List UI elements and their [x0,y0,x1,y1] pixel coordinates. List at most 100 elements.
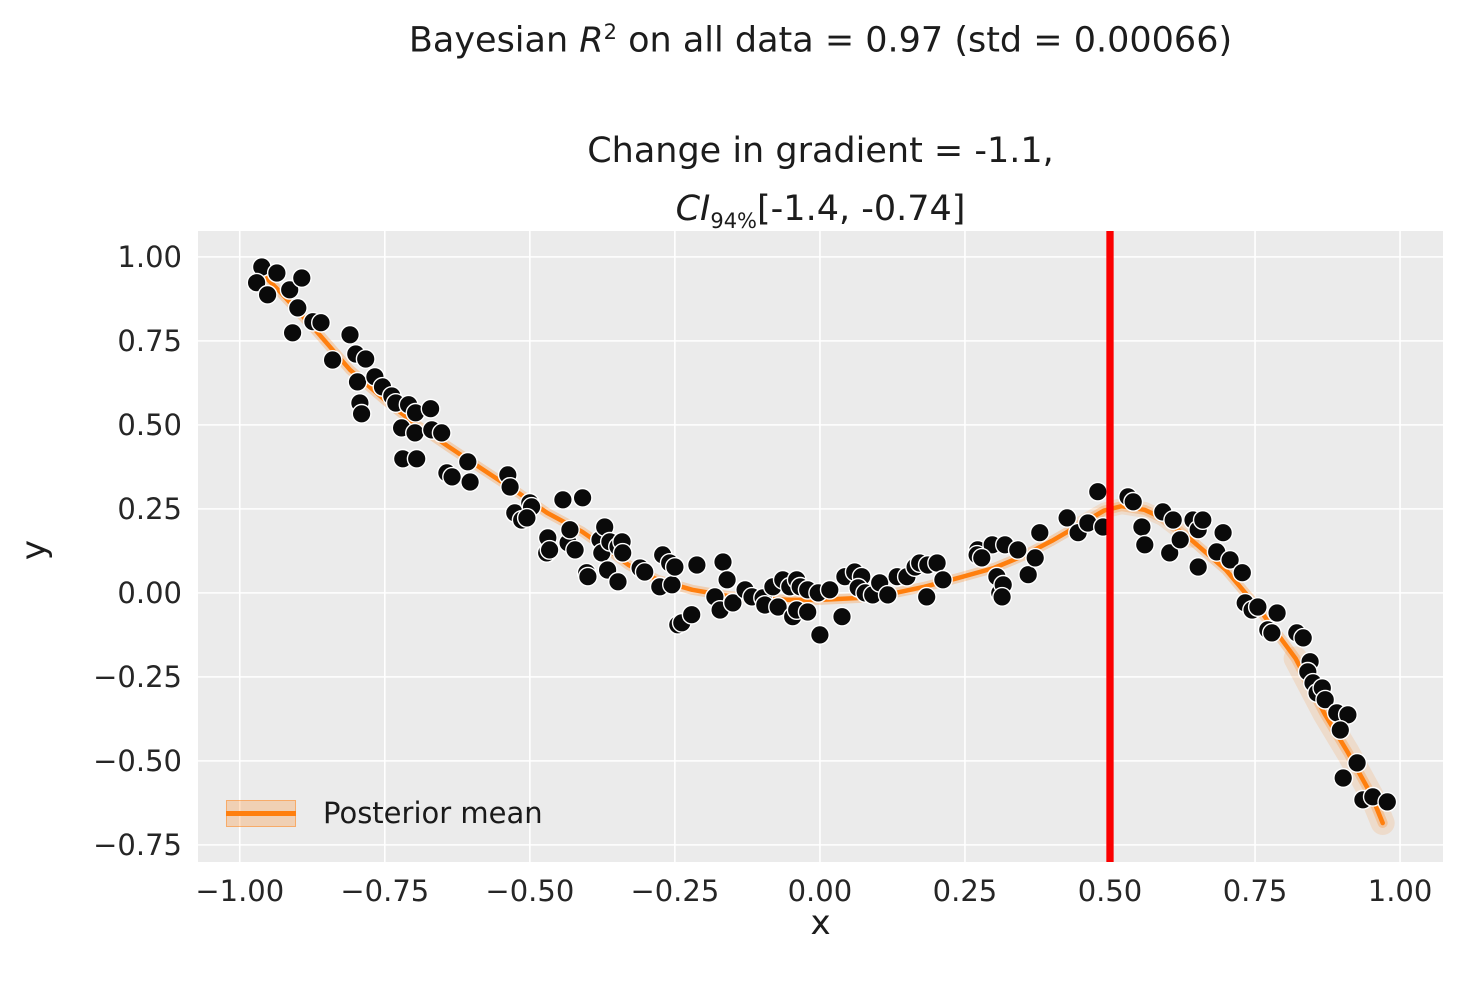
scatter-point [287,297,308,318]
y-tick-label: 0.00 [117,575,182,610]
scatter-point [612,542,633,563]
x-tick-label: −1.00 [195,874,285,908]
scatter-point [460,471,481,492]
scatter-point [686,555,707,576]
scatter-point [809,624,830,645]
figure-title-variable: R [579,20,604,61]
scatter-point [404,422,425,443]
x-tick-label: 0.25 [932,874,998,908]
scatter-point [1347,752,1368,773]
scatter-point [932,569,953,590]
x-tick-label: −0.75 [340,874,430,908]
plot-area [198,231,1443,862]
y-tick-label: 0.50 [117,407,182,442]
scatter-point [797,602,818,623]
scatter-point [1134,534,1155,555]
scatter-point [420,398,441,419]
scatter-point [282,322,303,343]
scatter-point [1029,522,1050,543]
x-tick-label: −0.50 [485,874,575,908]
ci-interval: [-1.4, -0.74] [757,189,966,229]
legend-label: Posterior mean [323,796,543,830]
scatter-point [662,574,683,595]
scatter-point [1315,689,1336,710]
scatter-point [927,553,948,574]
scatter-point [279,279,300,300]
scatter-point [351,403,372,424]
scatter-point [310,312,331,333]
y-tick-label: −0.25 [93,659,182,694]
scatter-point [1159,542,1180,563]
scatter-point [1213,522,1234,543]
x-tick-label: −0.25 [630,874,720,908]
scatter-point [1007,539,1028,560]
x-tick-label: 0.75 [1222,874,1288,908]
scatter-point [1261,622,1282,643]
ci-subscript: 94% [710,209,758,233]
scatter-point [1333,768,1354,789]
axes-title-line1: Change in gradient = -1.1, [587,131,1054,171]
scatter-point [1267,603,1288,624]
axes-title: Change in gradient = -1.1, CI94%[-1.4, -… [198,122,1443,250]
scatter-point [634,562,655,583]
figure-title-post: on all data = 0.97 (std = 0.00066) [616,20,1233,61]
scatter-point [1057,507,1078,528]
scatter-point [971,547,992,568]
y-axis-label: y [14,539,54,561]
scatter-point [431,422,452,443]
scatter-point [1123,491,1144,512]
scatter-point [608,571,629,592]
scatter-point [1131,517,1152,538]
scatter-point [916,586,937,607]
plot-panel: −1.00 −0.75 −0.50 −0.25 0.00 0.25 0.50 0.75 1.00… [93,231,1443,908]
scatter-point [1220,549,1241,570]
scatter-point [1377,791,1398,812]
ci-symbol: CI [675,189,711,229]
figure-title: Bayesian R2 on all data = 0.97 (std = 0.… [198,20,1443,61]
scatter-point [1163,510,1184,531]
axes-title-line2: CI94%[-1.4, -0.74] [198,180,1443,250]
scatter-point [266,263,287,284]
x-tick-label: 0.00 [787,874,853,908]
y-tick-label: 0.75 [117,323,182,358]
scatter-point [722,592,743,613]
x-tick-label: 1.00 [1367,874,1433,908]
scatter-point [347,371,368,392]
y-tick-label: 1.00 [117,239,182,274]
scatter-point [539,539,560,560]
x-tick-label: 0.50 [1077,874,1143,908]
scatter-point [1188,557,1209,578]
legend-band-swatch [226,799,296,827]
scatter-point [500,476,521,497]
scatter-point [717,569,738,590]
scatter-point [664,557,685,578]
scatter-point [257,284,278,305]
scatter-point [442,466,463,487]
figure-title-superscript: 2 [603,20,617,44]
legend-line-icon [226,810,296,816]
scatter-point [1330,720,1351,741]
scatter-point [992,586,1013,607]
scatter-point [559,519,580,540]
scatter-point [1170,529,1191,550]
figure-title-pre: Bayesian [408,20,580,61]
y-tick-label: −0.75 [93,827,182,862]
scatter-point [355,348,376,369]
scatter-point [877,584,898,605]
scatter-point [577,566,598,587]
scatter-point [1025,547,1046,568]
legend: Posterior mean [226,796,543,830]
scatter-point [819,579,840,600]
scatter-point [552,489,573,510]
y-tick-label: −0.50 [93,743,182,778]
scatter-point [681,604,702,625]
scatter-point [713,552,734,573]
scatter-point [1293,627,1314,648]
scatter-point [406,448,427,469]
scatter-point [339,324,360,345]
scatter-point [516,507,537,528]
x-axis-label: x [810,903,831,943]
scatter-point [1192,510,1213,531]
scatter-point [832,606,853,627]
